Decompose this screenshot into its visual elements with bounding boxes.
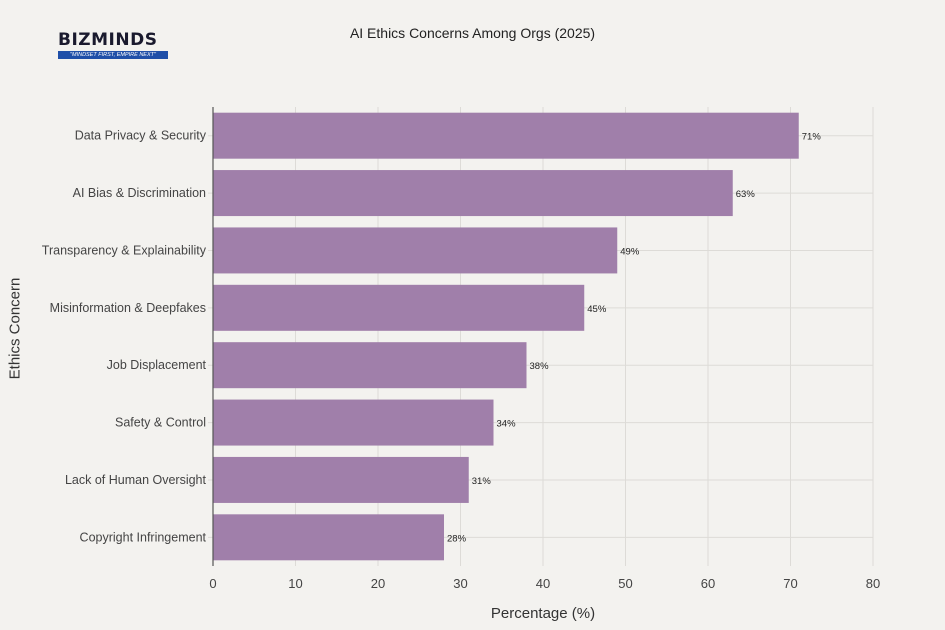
bar (213, 170, 733, 217)
data-label: 28% (447, 533, 467, 544)
x-tick-label: 50 (618, 576, 632, 591)
category-label: Safety & Control (115, 416, 206, 430)
chart-title: AI Ethics Concerns Among Orgs (2025) (349, 25, 596, 41)
x-tick-label: 70 (783, 576, 797, 591)
x-tick-label: 60 (701, 576, 715, 591)
x-tick-label: 10 (288, 576, 302, 591)
bizminds-logo: BIZMINDS "MINDSET FIRST, EMPIRE NEXT" (58, 30, 168, 59)
bar (213, 342, 527, 389)
bar (213, 514, 444, 561)
category-label: Job Displacement (107, 358, 207, 372)
bar (213, 284, 585, 331)
logo-brand: BIZMINDS (58, 30, 158, 50)
data-label: 71% (802, 132, 822, 143)
data-label: 34% (497, 419, 517, 430)
category-label: Copyright Infringement (80, 530, 207, 544)
data-label: 49% (620, 246, 640, 257)
category-label: Transparency & Explainability (42, 243, 207, 257)
data-label: 31% (472, 476, 492, 487)
bar (213, 112, 799, 159)
x-axis-label: Percentage (%) (490, 605, 596, 622)
category-label: Data Privacy & Security (75, 129, 207, 143)
data-label: 38% (530, 361, 550, 372)
data-label: 63% (736, 189, 756, 200)
bar (213, 227, 618, 274)
category-label: Lack of Human Oversight (65, 473, 207, 487)
x-tick-label: 80 (866, 576, 880, 591)
data-label: 45% (587, 304, 607, 315)
x-tick-label: 20 (371, 576, 385, 591)
bar (213, 399, 494, 446)
category-label: Misinformation & Deepfakes (50, 301, 206, 315)
x-tick-label: 40 (536, 576, 550, 591)
logo-tagline: "MINDSET FIRST, EMPIRE NEXT" (58, 51, 168, 59)
category-label: AI Bias & Discrimination (73, 186, 206, 200)
x-tick-label: 30 (453, 576, 467, 591)
x-tick-label: 0 (209, 576, 216, 591)
bar (213, 456, 469, 503)
